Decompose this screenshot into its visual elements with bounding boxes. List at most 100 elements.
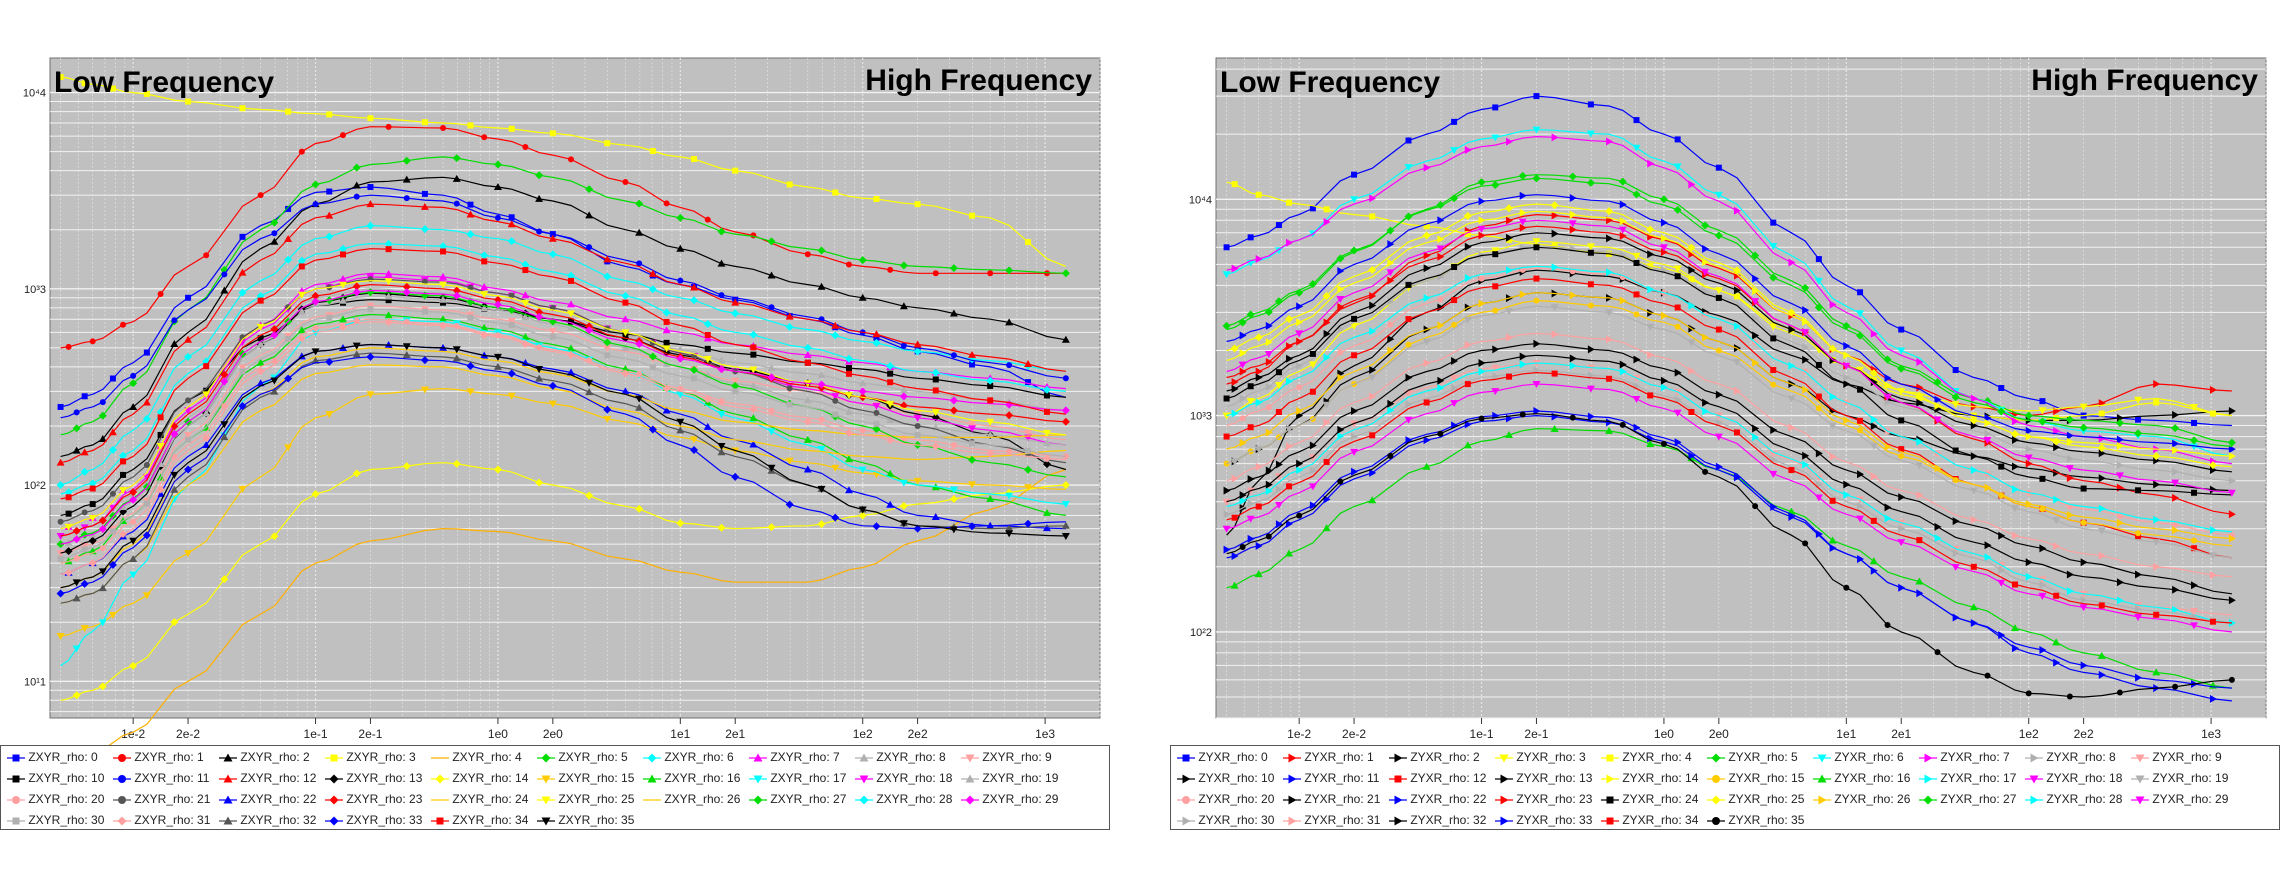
data-point [1369, 291, 1377, 300]
data-point [1752, 274, 1760, 283]
data-point [2010, 430, 2019, 439]
legend-item: ZYXR_rho: 17 [1919, 771, 2016, 785]
data-point [1732, 359, 1741, 367]
data-point [1308, 361, 1317, 369]
data-point [1405, 316, 1412, 323]
data-point [1005, 524, 1014, 532]
right-chart: 1e-2 2e-2 1e-1 2e-1 1e0 2e0 1e1 2e1 1e2 2e2 1e310²… [1189, 57, 2267, 741]
data-point [1504, 204, 1513, 213]
data-point [676, 213, 685, 222]
data-point [2053, 495, 2061, 504]
data-point [65, 510, 72, 517]
legend-marker [113, 774, 131, 783]
data-point [2209, 526, 2217, 535]
legend-marker [537, 817, 555, 826]
legend-label: ZYXR_rho: 15 [1725, 771, 1805, 785]
data-point [1464, 381, 1471, 388]
data-point [2053, 592, 2060, 599]
data-point [986, 376, 995, 385]
data-point [1437, 383, 1445, 392]
series-21 [1223, 339, 2232, 595]
data-point [1857, 289, 1864, 296]
data-point [2116, 578, 2124, 587]
data-point [1337, 425, 1345, 434]
data-point [767, 464, 776, 472]
data-point [1828, 422, 1837, 430]
data-point [108, 428, 117, 436]
data-point [1633, 291, 1640, 298]
data-point [1296, 466, 1304, 475]
data-point [421, 278, 428, 285]
data-point [1952, 367, 1959, 374]
data-point [352, 342, 361, 350]
data-point [1715, 164, 1722, 171]
data-point [1286, 199, 1293, 206]
data-point [2116, 414, 2124, 423]
data-point [1898, 493, 1906, 502]
data-point [1024, 465, 1033, 474]
data-point [549, 333, 556, 340]
data-point [1450, 147, 1459, 155]
data-point [98, 568, 107, 576]
data-point [508, 214, 515, 221]
data-point [1404, 212, 1413, 221]
data-point [2066, 510, 2074, 519]
data-point [1915, 391, 1924, 400]
legend-label: ZYXR_rho: 0 [1195, 750, 1268, 764]
data-point [2080, 661, 2088, 670]
series-22 [1226, 412, 2232, 703]
data-point [1254, 446, 1263, 454]
data-point [676, 391, 685, 399]
data-point [480, 330, 489, 339]
data-point [185, 98, 192, 105]
legend-marker [219, 753, 237, 762]
data-point [142, 592, 151, 600]
data-point [2116, 596, 2124, 605]
legend-label: ZXYR_rho: 5 [555, 750, 628, 764]
data-point [202, 440, 211, 448]
data-point [845, 261, 852, 268]
series-35 [60, 342, 1070, 589]
x-tick-label: 2e1 [1891, 727, 1911, 741]
data-point [1264, 350, 1273, 358]
data-point [887, 266, 894, 273]
legend-item: ZYXR_rho: 12 [1389, 771, 1486, 785]
data-point [1024, 360, 1033, 368]
legend-item: ZXYR_rho: 32 [219, 813, 316, 827]
data-point [1239, 496, 1247, 505]
data-point [1247, 534, 1255, 543]
data-point [1533, 297, 1540, 304]
series-31 [60, 318, 1066, 577]
data-point [717, 448, 726, 456]
data-point [1478, 299, 1486, 308]
data-point [886, 435, 895, 444]
data-point [142, 398, 151, 406]
data-point [1788, 361, 1796, 370]
data-point [585, 491, 594, 500]
data-point [2153, 611, 2160, 618]
data-point [1478, 216, 1486, 225]
data-point [567, 156, 574, 163]
data-point [2227, 438, 2236, 447]
data-point [1660, 440, 1667, 447]
legend-label: ZYXR_rho: 7 [1937, 750, 2010, 764]
data-point [858, 293, 867, 301]
data-point [130, 372, 137, 379]
data-point [1984, 672, 1991, 679]
data-point [585, 379, 594, 387]
data-point [338, 315, 347, 323]
data-point [662, 345, 671, 353]
data-point [1423, 399, 1430, 406]
data-point [1387, 399, 1395, 408]
data-point [931, 442, 940, 451]
data-point [2209, 410, 2216, 417]
data-point [73, 555, 80, 562]
data-point [1733, 386, 1741, 395]
x-tick-label: 2e-2 [1342, 727, 1366, 741]
data-point [1024, 484, 1033, 492]
data-point [57, 555, 64, 562]
legend-label: ZXYR_rho: 16 [661, 771, 741, 785]
data-point [1802, 355, 1810, 364]
data-point [2039, 506, 2046, 513]
legend-label: ZXYR_rho: 18 [873, 771, 953, 785]
